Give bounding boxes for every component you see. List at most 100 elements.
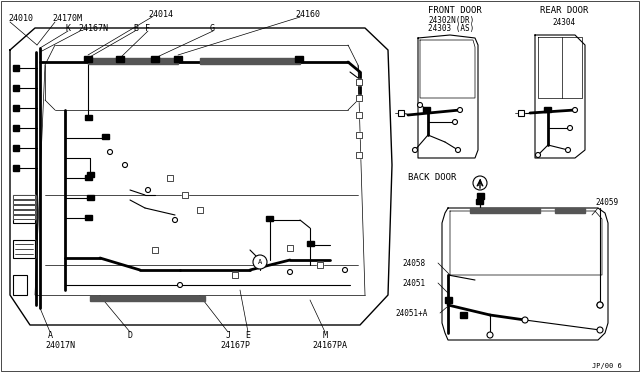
Bar	[116, 56, 124, 62]
Bar	[182, 192, 188, 198]
Bar	[555, 208, 585, 213]
Text: J: J	[225, 330, 230, 340]
Text: A: A	[477, 179, 483, 187]
Bar	[167, 175, 173, 181]
Text: 24302N(DR): 24302N(DR)	[428, 16, 474, 25]
Circle shape	[458, 108, 463, 112]
Bar	[423, 107, 430, 112]
Circle shape	[566, 148, 570, 153]
Bar	[295, 56, 303, 62]
Text: D: D	[127, 330, 132, 340]
Bar	[356, 95, 362, 101]
Bar	[152, 247, 158, 253]
Text: A: A	[47, 330, 52, 340]
Bar	[13, 195, 35, 199]
Circle shape	[452, 119, 458, 125]
Bar	[13, 200, 35, 204]
Text: 24058: 24058	[402, 259, 425, 267]
Circle shape	[536, 153, 541, 157]
Bar	[13, 200, 35, 204]
Bar	[13, 195, 35, 223]
Text: JP/00 6: JP/00 6	[592, 363, 622, 369]
Bar	[13, 85, 19, 91]
Bar	[287, 245, 293, 251]
Circle shape	[487, 332, 493, 338]
Text: FRONT DOOR: FRONT DOOR	[428, 6, 482, 15]
Bar	[13, 165, 19, 171]
Bar	[266, 216, 273, 221]
Circle shape	[108, 150, 113, 154]
Text: 24170M: 24170M	[52, 13, 82, 22]
Circle shape	[597, 302, 603, 308]
Bar	[85, 175, 92, 180]
Bar	[518, 110, 524, 116]
Bar	[477, 193, 484, 199]
Bar	[84, 56, 92, 62]
Bar	[518, 110, 524, 116]
Bar	[13, 145, 19, 151]
Text: A: A	[258, 259, 262, 265]
Text: 24010: 24010	[8, 13, 33, 22]
Bar	[544, 107, 551, 112]
Text: 24304: 24304	[552, 17, 575, 26]
Bar	[102, 134, 109, 139]
Text: 24017N: 24017N	[45, 341, 75, 350]
Circle shape	[597, 302, 603, 308]
Bar	[307, 241, 314, 246]
Bar	[13, 275, 27, 295]
Bar	[13, 215, 35, 219]
Circle shape	[568, 125, 573, 131]
Bar	[476, 199, 483, 204]
Bar	[356, 79, 362, 85]
Text: E: E	[246, 330, 250, 340]
Bar	[167, 175, 173, 181]
Text: 24303 (AS): 24303 (AS)	[428, 23, 474, 32]
Text: BACK DOOR: BACK DOOR	[408, 173, 456, 182]
Bar	[13, 275, 27, 295]
Text: 24167P: 24167P	[220, 341, 250, 350]
Bar	[174, 56, 182, 62]
Text: K: K	[65, 23, 70, 32]
Circle shape	[145, 187, 150, 192]
Circle shape	[287, 269, 292, 275]
Bar	[232, 272, 238, 278]
Bar	[152, 247, 158, 253]
Text: B: B	[133, 23, 138, 32]
Circle shape	[173, 218, 177, 222]
Bar	[460, 312, 467, 318]
Bar	[13, 210, 35, 214]
Bar	[470, 208, 540, 213]
Text: REAR DOOR: REAR DOOR	[540, 6, 588, 15]
Bar	[398, 110, 404, 116]
Bar	[13, 195, 35, 199]
Bar	[13, 205, 35, 209]
Bar	[13, 215, 35, 219]
Bar	[87, 172, 94, 177]
Text: 24167PA: 24167PA	[312, 341, 348, 350]
Bar	[232, 272, 238, 278]
Bar	[356, 95, 362, 101]
Bar	[356, 152, 362, 158]
Bar	[356, 132, 362, 138]
Bar	[356, 79, 362, 85]
Bar	[13, 195, 35, 223]
Text: 24167N: 24167N	[78, 23, 108, 32]
Bar	[13, 210, 35, 214]
Circle shape	[522, 317, 528, 323]
Circle shape	[342, 267, 348, 273]
Bar	[356, 112, 362, 118]
Bar	[13, 240, 35, 258]
Bar	[85, 215, 92, 220]
Bar	[200, 58, 300, 64]
Text: 24160: 24160	[295, 10, 320, 19]
Bar	[197, 207, 203, 213]
Circle shape	[253, 255, 267, 269]
Bar	[197, 207, 203, 213]
Bar	[356, 152, 362, 158]
Circle shape	[456, 148, 461, 153]
Circle shape	[177, 282, 182, 288]
Text: 24051+A: 24051+A	[395, 308, 428, 317]
Bar	[356, 112, 362, 118]
Circle shape	[417, 103, 422, 108]
Bar	[13, 240, 35, 258]
